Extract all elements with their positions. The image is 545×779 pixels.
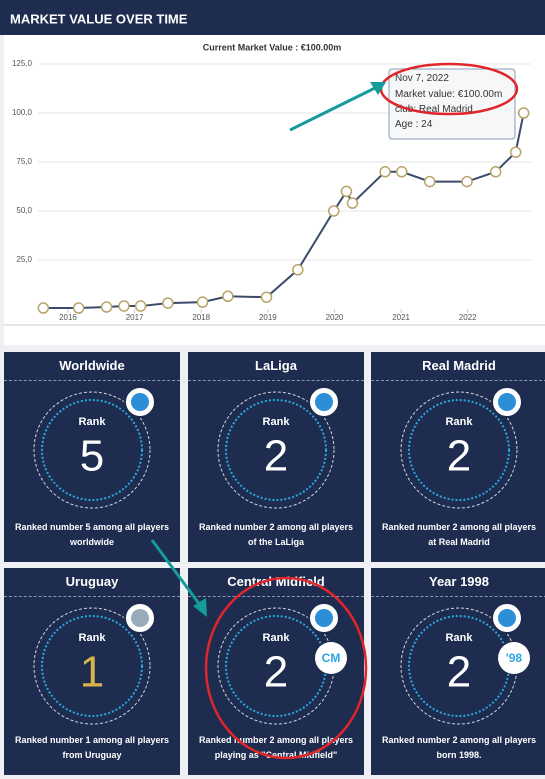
rank-label: Rank [79,416,107,428]
arrow-head [370,82,386,95]
tooltip: Nov 7, 2022 Market value: €100.00m club:… [388,68,516,140]
rank-ring: Rank 1 [33,602,156,725]
icon-glyph [131,609,149,627]
data-point [37,302,50,314]
rank-label: Rank [263,416,291,428]
data-point [396,166,408,178]
data-point [196,296,209,308]
rank-ring: Rank 5 [33,386,156,509]
rank-ring: Rank 2 '98 [400,602,530,725]
card-title: Year 1998 [371,568,545,597]
tooltip-date: Nov 7, 2022 [395,73,449,84]
y-tick-label: 25,0 [16,255,32,264]
data-point [134,300,147,312]
rank-card: Real Madrid Rank 2 Ranked number 2 among al… [371,352,545,562]
card-description: Ranked number 1 among all players from U… [14,735,170,760]
icon-glyph [315,393,333,411]
data-point [72,302,85,314]
data-point [340,185,353,198]
rank-ring: Rank 2 CM [217,602,347,725]
x-tick-label: 2016 [59,313,77,322]
ring-outer [33,607,151,725]
panel-title: MARKET VALUE OVER TIME [10,11,188,26]
card-description: Ranked number 2 among all players playin… [198,735,354,760]
x-tick-label: 2017 [126,313,144,322]
data-point [100,301,113,313]
ring-outer [33,391,151,509]
rank-ring: Rank 2 [217,386,340,509]
y-tick-label: 100,0 [12,108,33,117]
ring-inner [41,615,143,717]
rank-label: Rank [263,632,291,644]
rank-card: LaLiga Rank 2 Ranked number 2 among all pla… [188,352,364,562]
card-description: Ranked number 2 among all players of the… [198,522,354,547]
data-point [162,297,174,309]
ring-inner [225,399,327,501]
chart-subtitle: Current Market Value : €100.00m [203,42,342,52]
card-title: LaLiga [188,352,364,381]
rank-card: Uruguay Rank 1 Ranked number 1 among all pl… [4,568,180,775]
rank-number: 5 [80,432,104,481]
rank-label: Rank [446,416,474,428]
card-description: Ranked number 5 among all players worldw… [14,522,170,547]
icon-glyph [498,609,516,627]
badge [498,642,530,674]
icon-glyph [315,609,333,627]
tooltip-value: Market value: €100.00m [395,89,502,100]
plot: 25,0 50,0 75,0 100,0 125,0 2016 2017 2018 2019 20… [12,59,531,322]
data-point [517,107,530,119]
data-point [222,290,234,303]
icon-glyph [131,393,149,411]
rank-card: Worldwide Rank 5 Ranked number 5 among all … [4,352,180,562]
ring-outer [400,391,518,509]
icon-glyph [498,393,516,411]
data-point [461,175,473,188]
rank-label: Rank [446,632,474,644]
data-point [379,166,391,178]
data-point [328,205,340,217]
card-description: Ranked number 2 among all players at Rea… [381,522,537,547]
data-point [423,175,436,188]
data-point [346,197,359,209]
x-tick-label: 2018 [192,313,210,322]
market-value-panel: MARKET VALUE OVER TIME Current Market Va… [0,0,545,345]
rank-card: Year 1998 Rank 2 '98 Ranked number 2 among a… [371,568,545,775]
card-title: Worldwide [4,352,180,381]
data-point [118,300,130,312]
rank-label: Rank [79,632,107,644]
data-point [489,166,502,178]
x-tick-label: 2022 [459,313,477,322]
rank-number: 1 [80,648,104,697]
data-point [292,264,304,276]
data-point [260,291,273,303]
card-title: Real Madrid [371,352,545,381]
tooltip-box [388,68,516,140]
x-tick-label: 2020 [326,313,344,322]
rank-card: Central Midfield Rank 2 CM Ranked number 2 a… [188,568,364,775]
rank-ring: Rank 2 [400,386,523,509]
rank-number: 2 [447,432,471,481]
tooltip-club: club: Real Madrid [395,104,473,115]
annotation-arrow [289,86,376,132]
y-tick-label: 75,0 [16,157,32,166]
ring-outer [217,391,335,509]
ring-inner [41,399,143,501]
rank-number: 2 [264,432,288,481]
ring-inner [408,399,510,501]
x-tick-label: 2021 [392,313,410,322]
data-point [509,146,522,158]
card-title: Uruguay [4,568,180,597]
badge-label: CM [322,651,341,665]
x-tick-label: 2019 [259,313,277,322]
panel-header [0,0,545,35]
rank-number: 2 [264,648,288,697]
tooltip-age: Age : 24 [395,119,433,130]
card-title: Central Midfield [188,568,364,597]
y-tick-label: 50,0 [16,206,32,215]
y-tick-label: 125,0 [12,59,33,68]
rank-number: 2 [447,648,471,697]
badge-label: '98 [506,651,523,665]
card-description: Ranked number 2 among all players born 1… [381,735,537,760]
